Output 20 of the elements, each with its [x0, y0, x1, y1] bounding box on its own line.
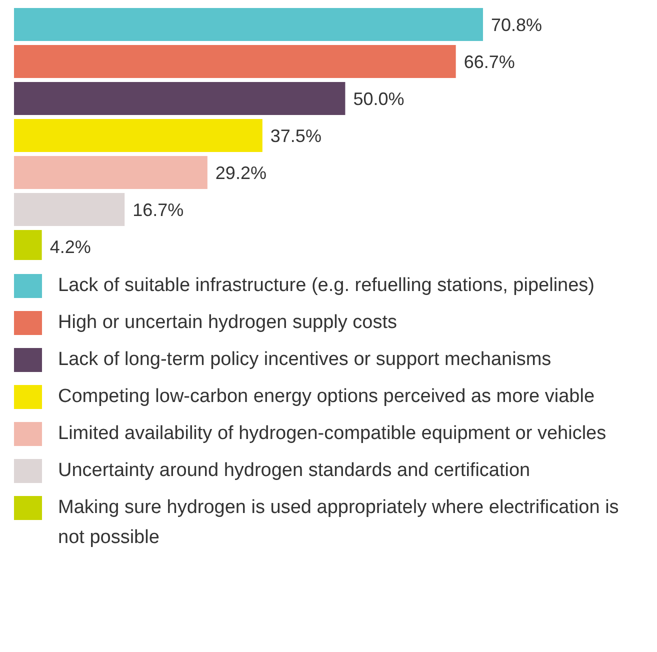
bar	[14, 8, 483, 41]
legend-label: Limited availability of hydrogen-compatible equipment or vehicles	[58, 422, 608, 446]
bar	[14, 156, 208, 189]
data-label: 70.8%	[491, 14, 542, 35]
bar	[14, 45, 456, 78]
bar	[14, 82, 346, 115]
legend-label: Competing low-carbon energy options perceived as more viable	[58, 385, 596, 409]
legend-label: Uncertainty around hydrogen standards and certification	[58, 459, 532, 483]
data-label: 29.2%	[215, 162, 266, 183]
data-label: 50.0%	[353, 88, 404, 109]
bar	[14, 193, 125, 226]
data-label: 16.7%	[132, 200, 184, 220]
bar	[14, 119, 262, 152]
legend-label: Lack of suitable infrastructure (e.g. refuelling stations, pipelines)	[58, 274, 596, 298]
data-label: 37.5%	[270, 126, 322, 146]
legend-label: Lack of long-term policy incentives or support mechanisms	[58, 348, 552, 372]
legend-label: High or uncertain hydrogen supply costs	[58, 311, 398, 335]
legend-label: Making sure hydrogen is used appropriately where electrification is not possible	[58, 496, 620, 550]
data-label: 66.7%	[464, 52, 515, 72]
data-label: 4.2%	[50, 236, 91, 257]
